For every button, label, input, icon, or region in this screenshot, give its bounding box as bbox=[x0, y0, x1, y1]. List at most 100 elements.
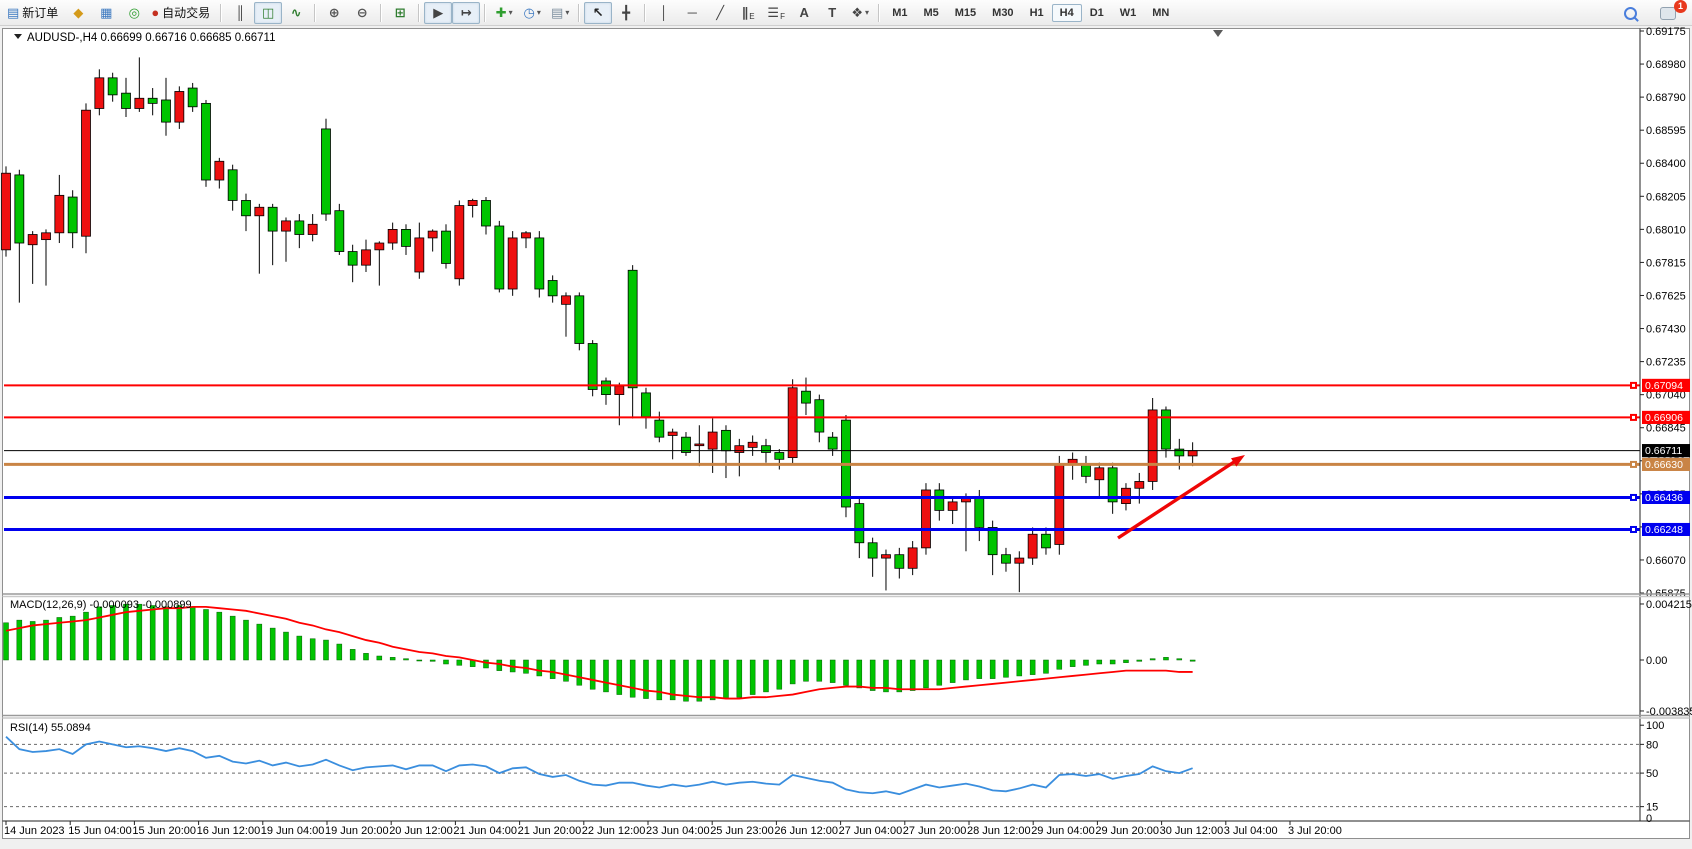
macd-histogram-bar bbox=[149, 605, 156, 661]
macd-histogram-bar bbox=[69, 615, 76, 661]
market-watch-button[interactable]: ◆ bbox=[64, 2, 92, 24]
auto-trading-button[interactable]: ● 自动交易 bbox=[148, 2, 216, 24]
macd-histogram-bar bbox=[1083, 659, 1089, 666]
text-label-icon: T bbox=[828, 5, 837, 20]
price-tick-label: 0.68400 bbox=[1646, 158, 1686, 170]
candle-body bbox=[814, 399, 825, 433]
timeframe-m5-button[interactable]: M5 bbox=[923, 6, 939, 19]
macd-histogram-bar bbox=[683, 659, 689, 702]
text-button[interactable]: A bbox=[790, 2, 818, 24]
macd-histogram-bar bbox=[763, 659, 769, 693]
timeframe-m15-button[interactable]: M15 bbox=[954, 6, 977, 19]
timeframe-h4-button[interactable]: H4 bbox=[1051, 3, 1082, 22]
tile-windows-button[interactable]: ⊞ bbox=[386, 2, 414, 24]
price-badge bbox=[1642, 378, 1690, 392]
line-chart-button[interactable]: ∿ bbox=[282, 2, 310, 24]
macd-histogram-bar bbox=[1189, 659, 1196, 662]
timeframe-m30-button[interactable]: M30 bbox=[992, 6, 1014, 19]
time-tick-label: 3 Jul 04:00 bbox=[1224, 825, 1278, 837]
trendline-button[interactable]: ╱ bbox=[706, 2, 734, 24]
time-tick-label: 16 Jun 12:00 bbox=[197, 825, 261, 837]
macd-histogram-bar bbox=[16, 619, 23, 661]
vertical-line-button[interactable]: │ bbox=[650, 2, 678, 24]
candle-body bbox=[1027, 533, 1038, 559]
time-tick-label: 14 Jun 2023 bbox=[4, 825, 65, 837]
data-window-button[interactable]: ▦ bbox=[92, 2, 120, 24]
macd-histogram-bar bbox=[229, 615, 236, 661]
chevron-down-icon: ▾ bbox=[508, 8, 513, 17]
chart-shift-button[interactable]: ↦ bbox=[452, 1, 481, 24]
symbol-collapse-icon[interactable] bbox=[14, 34, 22, 39]
bar-chart-button[interactable]: ║ bbox=[226, 2, 254, 24]
candle-body bbox=[1107, 467, 1118, 503]
macd-histogram-bar bbox=[1136, 659, 1143, 662]
trend-arrow-head[interactable] bbox=[1231, 455, 1245, 467]
navigator-button[interactable]: ◎ bbox=[120, 2, 148, 24]
line-handle-center bbox=[1632, 462, 1635, 466]
macd-histogram-bar bbox=[1056, 659, 1063, 670]
chat-button[interactable]: 1 bbox=[1654, 0, 1687, 24]
price-badge-label: 0.66248 bbox=[1645, 524, 1683, 536]
auto-scroll-button[interactable]: ▶ bbox=[424, 1, 453, 24]
periods-button[interactable]: ◷ ▾ bbox=[518, 2, 546, 24]
candle-body bbox=[267, 206, 278, 232]
time-tick-label: 21 Jun 04:00 bbox=[453, 825, 517, 837]
timeframe-h1-button[interactable]: H1 bbox=[1029, 6, 1044, 19]
candle-body bbox=[721, 429, 731, 452]
candle-body bbox=[667, 431, 678, 436]
toolbar-separator bbox=[220, 3, 223, 22]
candle-body bbox=[241, 200, 251, 217]
chevron-down-icon: ▾ bbox=[536, 8, 541, 17]
time-tick-label: 3 Jul 20:00 bbox=[1288, 825, 1342, 837]
market-watch-icon: ◆ bbox=[73, 5, 84, 20]
timeframe-mn-button[interactable]: MN bbox=[1152, 6, 1170, 19]
candle-body bbox=[321, 128, 331, 215]
cursor-button[interactable]: ↖ bbox=[584, 1, 613, 24]
trading-chart[interactable]: 0.67094 0.66906 0.66711 0.66630 0.66436 0.662… bbox=[0, 26, 1692, 849]
clock-icon: ◷ bbox=[523, 5, 535, 20]
candle-body bbox=[187, 87, 198, 108]
candle-body bbox=[801, 390, 811, 404]
timeframe-d1-button[interactable]: D1 bbox=[1089, 6, 1104, 19]
time-tick-label: 19 Jun 20:00 bbox=[325, 825, 389, 837]
channel-button[interactable]: ∥ E bbox=[734, 2, 762, 24]
fibonacci-icon: ☰ bbox=[767, 5, 780, 20]
macd-histogram-bar bbox=[56, 617, 63, 661]
candle-body bbox=[454, 205, 465, 280]
zoom-out-button[interactable]: ⊖ bbox=[348, 2, 376, 24]
toolbar-separator bbox=[644, 3, 647, 22]
macd-histogram-bar bbox=[456, 659, 463, 666]
horizontal-line-button[interactable]: ─ bbox=[678, 2, 706, 24]
macd-histogram-bar bbox=[736, 659, 743, 698]
candle-body bbox=[1, 172, 11, 251]
macd-histogram-bar bbox=[589, 659, 596, 690]
candle-body bbox=[827, 436, 838, 450]
candle-body bbox=[107, 77, 118, 96]
candle-body bbox=[134, 97, 145, 109]
new-order-button-label: 新订单 bbox=[22, 6, 59, 20]
templates-button[interactable]: ▤ ▾ bbox=[546, 2, 574, 24]
fibonacci-button[interactable]: ☰ F bbox=[762, 2, 790, 24]
macd-histogram-bar bbox=[709, 659, 716, 701]
search-button[interactable] bbox=[1616, 2, 1644, 24]
text-label-button[interactable]: T bbox=[818, 2, 846, 24]
new-order-icon: ▤ bbox=[7, 5, 20, 20]
crosshair-button[interactable]: ╋ bbox=[612, 2, 640, 24]
candle-body bbox=[94, 77, 105, 109]
macd-histogram-bar bbox=[789, 659, 796, 685]
new-order-button[interactable]: ▤ 新订单 bbox=[4, 2, 64, 24]
macd-histogram-bar bbox=[323, 639, 329, 661]
indicators-button[interactable]: ✚ ▾ bbox=[490, 2, 518, 24]
candle-body bbox=[681, 436, 691, 453]
candlestick-chart-button[interactable]: ◫ bbox=[254, 1, 283, 24]
candle-body bbox=[601, 380, 611, 395]
chart-shift-marker[interactable] bbox=[1213, 30, 1223, 37]
timeframe-w1-button[interactable]: W1 bbox=[1119, 6, 1137, 19]
timeframe-m1-button[interactable]: M1 bbox=[892, 6, 908, 19]
trend-arrow-shaft[interactable] bbox=[1117, 460, 1235, 540]
candle-body bbox=[494, 225, 505, 290]
price-tick-label: 0.68980 bbox=[1646, 59, 1686, 71]
zoom-in-button[interactable]: ⊕ bbox=[320, 2, 348, 24]
arrows-button[interactable]: ❖ ▾ bbox=[846, 2, 874, 24]
macd-histogram-bar bbox=[403, 658, 409, 661]
